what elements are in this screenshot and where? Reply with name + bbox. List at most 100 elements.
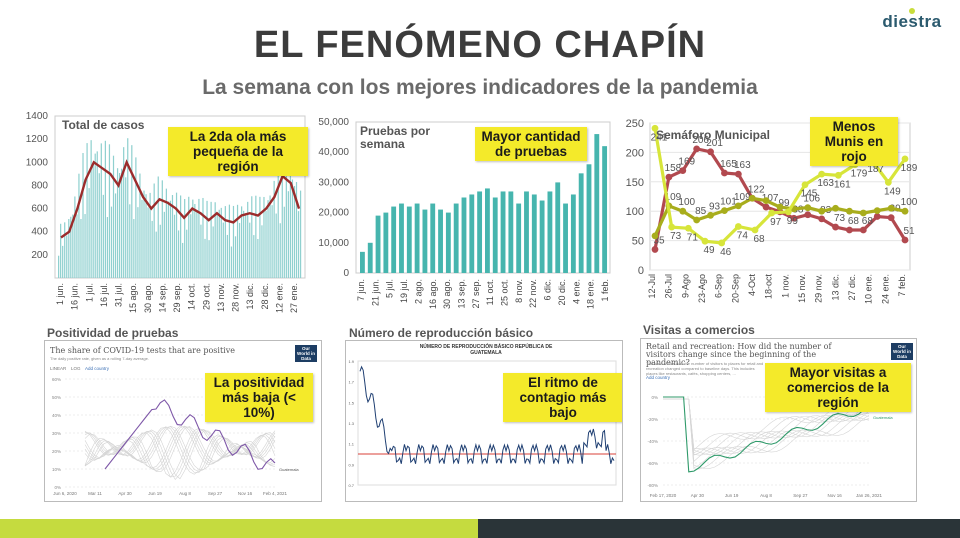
traffic-x-tick: 12-Jul [647,274,657,299]
cases-daily-bar [151,220,153,278]
cases-x-tick: 13 nov. [216,283,226,312]
tests-chart: 0 10,000 20,000 30,000 40,000 50,000 7 jun. 21 … [312,108,617,318]
cases-daily-bar [279,223,281,278]
cases-daily-bar [271,205,273,278]
traffic-data-label: 99 [787,216,799,227]
tests-x-tick: 22 nov. [528,279,538,308]
traffic-y-tick: 150 [626,177,644,189]
cases-daily-bar [119,172,121,278]
cases-daily-bar [184,199,186,278]
traffic-series-point [832,204,839,212]
traffic-series-point [818,207,826,215]
cases-daily-bar [293,186,296,278]
cases-daily-bar [259,196,261,278]
cases-x-tick: 29 sep. [172,283,182,313]
retail-chart-svg: -80% -60% -40% -20% 0% Guatemala Feb 17, 2020 A… [647,395,893,498]
cases-y-tick: 1400 [26,111,49,122]
cases-daily-bar [261,225,263,278]
cases-x-tick: 30 ago. [143,283,153,313]
traffic-data-label: 201 [706,138,723,149]
traffic-series-point [684,224,692,232]
tests-bar [586,164,592,273]
positivity-owid-title: The share of COVID-19 tests that are pos… [50,346,235,355]
retail-series-label: Guatemala [873,415,893,420]
cases-daily-bar [253,235,255,278]
traffic-data-label: 163 [734,160,751,171]
traffic-x-tick: 18-oct [764,274,774,300]
add-country-button-2[interactable]: Add country [646,375,671,380]
cases-daily-bar [161,180,163,278]
traffic-data-label: 35 [653,235,665,246]
cases-daily-bar [218,209,220,278]
cases-daily-bar [216,212,218,278]
traffic-data-label: 241 [651,132,668,143]
positivity-y-tick: 50% [52,395,61,400]
traffic-light-chart-title: Semáforo Municipal [656,128,771,142]
cases-daily-bar [277,165,279,278]
cases-daily-bar [94,153,96,278]
owid-logo: Our World in Data [295,345,317,362]
traffic-data-label: 93 [709,201,721,212]
cases-daily-bar [112,155,115,278]
cases-x-tick: 31 jul. [114,283,124,307]
cases-daily-bar [287,191,289,278]
page-subtitle: La semana con los mejores indicadores de… [202,76,758,99]
traffic-data-label: 73 [670,231,682,242]
tests-bar [570,194,576,273]
cases-daily-bar [149,192,151,278]
traffic-data-label: 189 [901,163,918,174]
reproduction-y-tick: 1.7 [348,380,354,385]
cases-daily-bar [212,226,214,278]
tests-y-tick: 40,000 [318,147,349,158]
cases-daily-bar [226,234,228,278]
cases-daily-bar [70,216,72,278]
tests-bar [555,182,561,273]
tests-bar [383,212,389,273]
cases-daily-bar [80,219,82,278]
traffic-data-label: 161 [834,179,851,190]
traffic-series-point [873,207,881,215]
tests-bar [508,191,514,273]
tests-bar [531,194,537,273]
traffic-data-label: 179 [851,169,868,180]
cases-trend-line [60,159,301,239]
traffic-y-tick: 100 [626,206,644,218]
logo-word: diestra [882,12,942,31]
positivity-y-tick: 60% [52,377,61,382]
traffic-series-point [784,208,792,216]
traffic-series-point [734,170,742,178]
retail-y-tick: -20% [647,417,658,422]
cases-x-tick: 16 jun. [70,283,80,310]
positivity-x-tick: Apr 30 [118,491,132,496]
retail-other-country-line [663,398,870,469]
cases-daily-bar [157,176,159,278]
positivity-y-tick: 0% [54,485,61,490]
traffic-data-label: 101 [720,197,737,208]
traffic-series-point [762,197,770,205]
positivity-guatemala-line [104,399,276,470]
traffic-series-point [693,216,701,224]
traffic-data-label: 100 [678,197,695,208]
cases-x-tick: 29 oct. [201,283,211,310]
add-country-button[interactable]: Add country [85,366,110,371]
retail-y-tick: -80% [647,483,658,488]
traffic-series-point [748,194,756,202]
reproduction-line [359,365,615,466]
traffic-x-tick: 4-Oct [747,274,757,297]
cases-daily-bar [299,190,302,278]
traffic-series-point [859,209,867,217]
cases-daily-bar [224,206,226,278]
linear-toggle[interactable]: LINEAR [50,366,67,371]
retail-x-tick: Jun 19 [725,493,739,498]
cases-daily-bar [102,194,104,278]
traffic-data-label: 107 [762,193,779,204]
traffic-series-point [818,215,826,223]
retail-thumbnail: Retail and recreation: How did the numbe… [640,338,917,502]
traffic-series-point [718,239,726,247]
log-toggle[interactable]: LOG [71,366,81,371]
positivity-other-country-line [84,425,276,471]
tests-x-tick: 20 dic. [557,279,567,306]
traffic-series-point [651,246,659,253]
cases-chart-svg: 200 400 600 800 1000 1200 1400 1 jun. 16 jun. 1 j… [26,111,306,313]
cases-daily-bar [104,140,106,278]
